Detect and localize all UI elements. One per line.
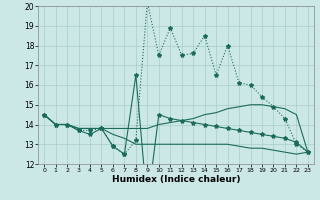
X-axis label: Humidex (Indice chaleur): Humidex (Indice chaleur) [112, 175, 240, 184]
